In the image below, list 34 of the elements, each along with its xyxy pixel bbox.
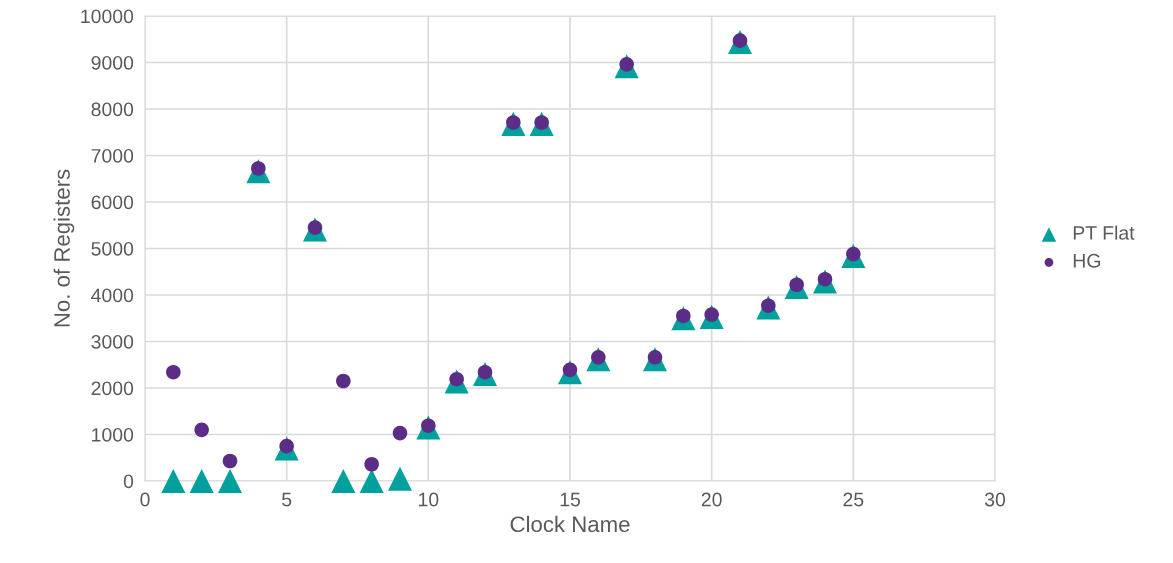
point — [161, 468, 186, 494]
x-tick-label: 10 — [419, 492, 439, 507]
y-tick-label: 4000 — [91, 288, 134, 303]
point — [359, 468, 384, 494]
point — [217, 468, 243, 494]
y-tick-label: 5000 — [91, 241, 134, 256]
y-tick-label: 0 — [123, 474, 134, 489]
y-tick-label: 7000 — [91, 148, 134, 163]
point — [222, 453, 238, 469]
x-tick-label: 0 — [140, 492, 150, 507]
point — [364, 456, 379, 472]
x-tick-label: 15 — [560, 492, 580, 507]
x-tick-label: 20 — [701, 492, 722, 507]
y-tick-label: 10000 — [81, 9, 134, 24]
y-tick-label: 9000 — [91, 55, 134, 70]
point — [392, 425, 408, 441]
point — [387, 466, 413, 491]
y-tick-label: 8000 — [91, 102, 134, 117]
x-axis-title: Clock Name — [510, 515, 630, 533]
x-tick-label: 30 — [984, 492, 1006, 507]
y-tick-label: 6000 — [91, 195, 134, 210]
legend-label: PT Flat — [1073, 225, 1135, 240]
x-tick-label: 5 — [282, 492, 292, 507]
point — [331, 468, 356, 494]
point — [166, 364, 181, 380]
y-tick-label: 1000 — [92, 427, 134, 442]
legend-label: HG — [1073, 253, 1100, 268]
point — [194, 422, 209, 438]
x-tick-label: 25 — [843, 492, 864, 507]
y-tick-label: 2000 — [91, 381, 134, 396]
point — [189, 468, 214, 494]
y-axis-title: No. of Registers — [53, 169, 75, 327]
point — [336, 373, 351, 389]
y-tick-label: 3000 — [91, 334, 134, 349]
